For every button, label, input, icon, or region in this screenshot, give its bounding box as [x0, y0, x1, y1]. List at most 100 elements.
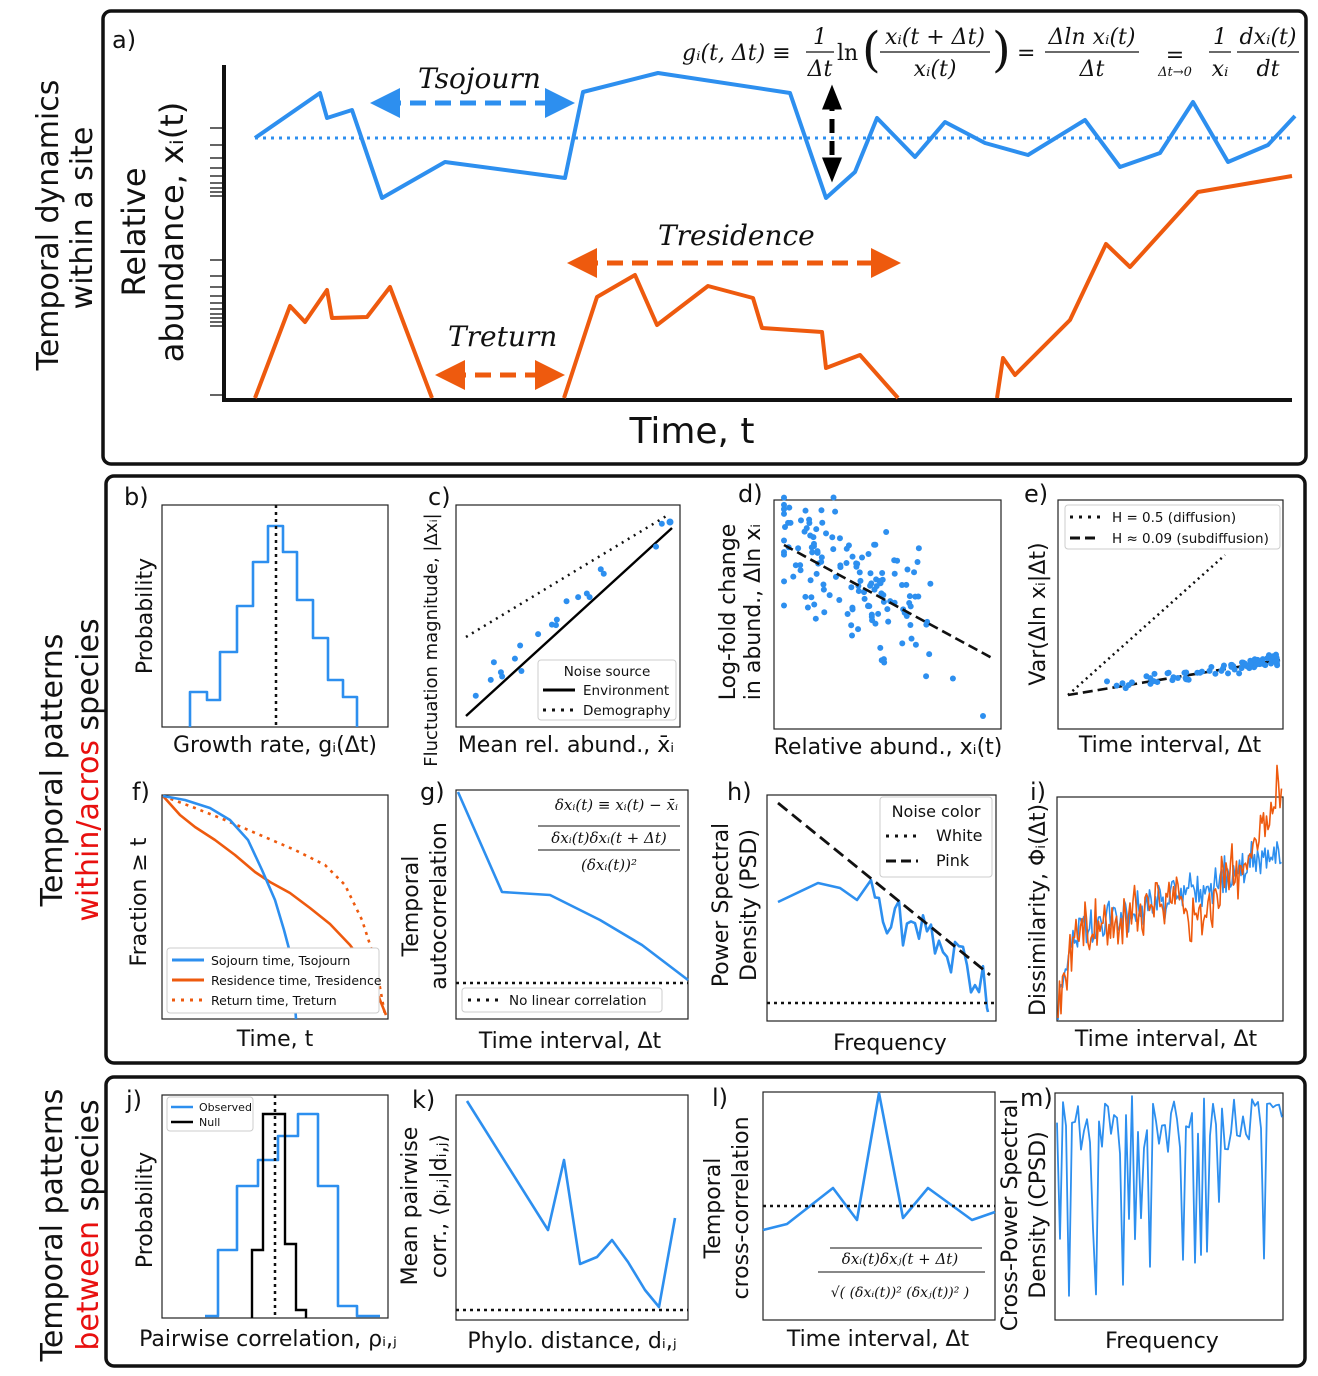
y-ticks — [210, 127, 224, 396]
data-point — [1247, 660, 1254, 667]
data-point — [1264, 655, 1271, 662]
data-point — [785, 519, 792, 526]
axes — [222, 65, 1292, 402]
section-within-species: Temporal patterns within/acros species b… — [35, 474, 1307, 1065]
panel-letter: c) — [428, 483, 451, 511]
data-point — [563, 598, 570, 605]
legend-item: No linear correlation — [509, 993, 647, 1009]
data-point — [912, 641, 919, 648]
data-point — [903, 613, 910, 620]
data-point — [781, 578, 788, 585]
panel-b: b) Probability Growth rate, gᵢ(Δt) — [124, 483, 389, 758]
data-point — [1212, 670, 1219, 677]
panel-m: m) Cross-Power Spectral Density (CPSD) F… — [998, 1084, 1284, 1354]
x-axis-label: Time, t — [628, 411, 754, 452]
data-point — [792, 562, 799, 569]
panel-a-frame — [101, 9, 1308, 466]
data-point — [836, 597, 843, 604]
data-point — [1273, 658, 1280, 665]
formula-part: = — [1166, 43, 1184, 68]
legend-item: H = 0.5 (diffusion) — [1112, 510, 1236, 526]
data-point — [844, 610, 851, 617]
data-point — [818, 558, 825, 565]
formula-part: Δt→0 — [1157, 65, 1192, 80]
x-axis-label: Time, t — [236, 1027, 314, 1052]
data-point — [826, 592, 833, 599]
formula-part: xᵢ(t) — [914, 57, 957, 82]
data-point — [927, 580, 934, 587]
panel-e: e) Var(Δln xᵢ|Δt) Time interval, Δt H = … — [1024, 480, 1284, 758]
formula-part: ln — [837, 41, 858, 66]
orange-species-trajectory — [253, 285, 434, 399]
data-point — [843, 545, 850, 552]
panel-letter: j) — [125, 1086, 142, 1114]
data-point — [1262, 662, 1269, 669]
panel-letter: m) — [1020, 1084, 1053, 1112]
data-point — [865, 603, 872, 610]
data-point — [891, 570, 898, 577]
data-point — [857, 577, 864, 584]
data-point — [855, 626, 862, 633]
data-point — [830, 546, 837, 553]
panel-letter: b) — [124, 483, 149, 511]
x-axis-label: Pairwise correlation, ρᵢ,ⱼ — [139, 1327, 397, 1352]
data-point — [868, 613, 875, 620]
section-between-species: Temporal patterns between species j) Pro… — [35, 1075, 1307, 1368]
legend-item: Sojourn time, Tsojourn — [211, 953, 350, 968]
legend-item: Pink — [936, 851, 970, 870]
data-point — [812, 615, 819, 622]
data-point — [848, 584, 855, 591]
x-axis-label: Frequency — [833, 1031, 947, 1056]
formula-part: dxᵢ(t) — [1240, 25, 1297, 50]
data-point — [903, 581, 910, 588]
data-point — [1197, 669, 1204, 676]
data-point — [980, 713, 986, 719]
legend-item: Return time, Treturn — [211, 993, 337, 1008]
data-point — [808, 594, 815, 601]
x-axis-label: Time interval, Δt — [786, 1327, 970, 1352]
panel-letter: f) — [132, 778, 150, 806]
panel-f: f) Fraction ≥ t Time, t Sojourn time, Ts… — [127, 778, 389, 1052]
x-axis-label: Time interval, Δt — [1074, 1027, 1258, 1052]
panel-letter: k) — [412, 1086, 435, 1114]
data-point — [884, 606, 891, 613]
data-point — [924, 618, 931, 625]
legend-item: H ≈ 0.09 (subdiffusion) — [1112, 531, 1269, 547]
panel-g: g) Temporal autocorrelation Time interva… — [399, 778, 689, 1054]
data-point — [809, 549, 816, 556]
data-point — [843, 559, 850, 566]
y-axis-label: autocorrelation — [427, 822, 452, 990]
y-axis-label: in abund., Δln xᵢ — [741, 524, 766, 700]
data-point — [813, 570, 820, 577]
data-point — [1208, 663, 1215, 670]
data-point — [848, 622, 855, 629]
formula: δxᵢ(t)δxⱼ(t + Δt) — [842, 1250, 959, 1268]
formula-part: Δt — [1079, 57, 1105, 82]
data-point — [1113, 682, 1120, 689]
x-axis-label: Frequency — [1105, 1329, 1219, 1354]
data-point — [781, 501, 787, 508]
panel-a: a) Temporal dynamics within a site Relat… — [31, 9, 1308, 466]
data-point — [1164, 670, 1171, 677]
blue-species-trajectory — [253, 71, 1297, 200]
data-point — [1238, 659, 1245, 666]
y-axis-label: Relative — [115, 167, 153, 296]
data-point — [1119, 680, 1126, 687]
panel-letter: a) — [112, 26, 136, 54]
data-point — [781, 551, 787, 558]
section-label: Temporal patterns — [35, 1089, 70, 1363]
panel-k: k) Mean pairwise corr., ⟨ρᵢ,ⱼ|dᵢ,ⱼ⟩ Phyl… — [398, 1086, 689, 1354]
data-point — [949, 675, 956, 682]
data-point — [797, 562, 804, 569]
formula-part: gᵢ(t, Δt) ≡ — [682, 41, 791, 66]
data-point — [1220, 665, 1227, 672]
data-point — [907, 622, 914, 629]
data-point — [837, 562, 844, 569]
data-point — [1182, 676, 1189, 683]
data-point — [854, 560, 861, 567]
formula: δxᵢ(t) ≡ xᵢ(t) − x̄ᵢ — [555, 796, 678, 814]
data-point — [795, 545, 802, 552]
panel-letter: e) — [1024, 480, 1048, 508]
y-axis-label: Cross-Power Spectral — [998, 1099, 1023, 1332]
